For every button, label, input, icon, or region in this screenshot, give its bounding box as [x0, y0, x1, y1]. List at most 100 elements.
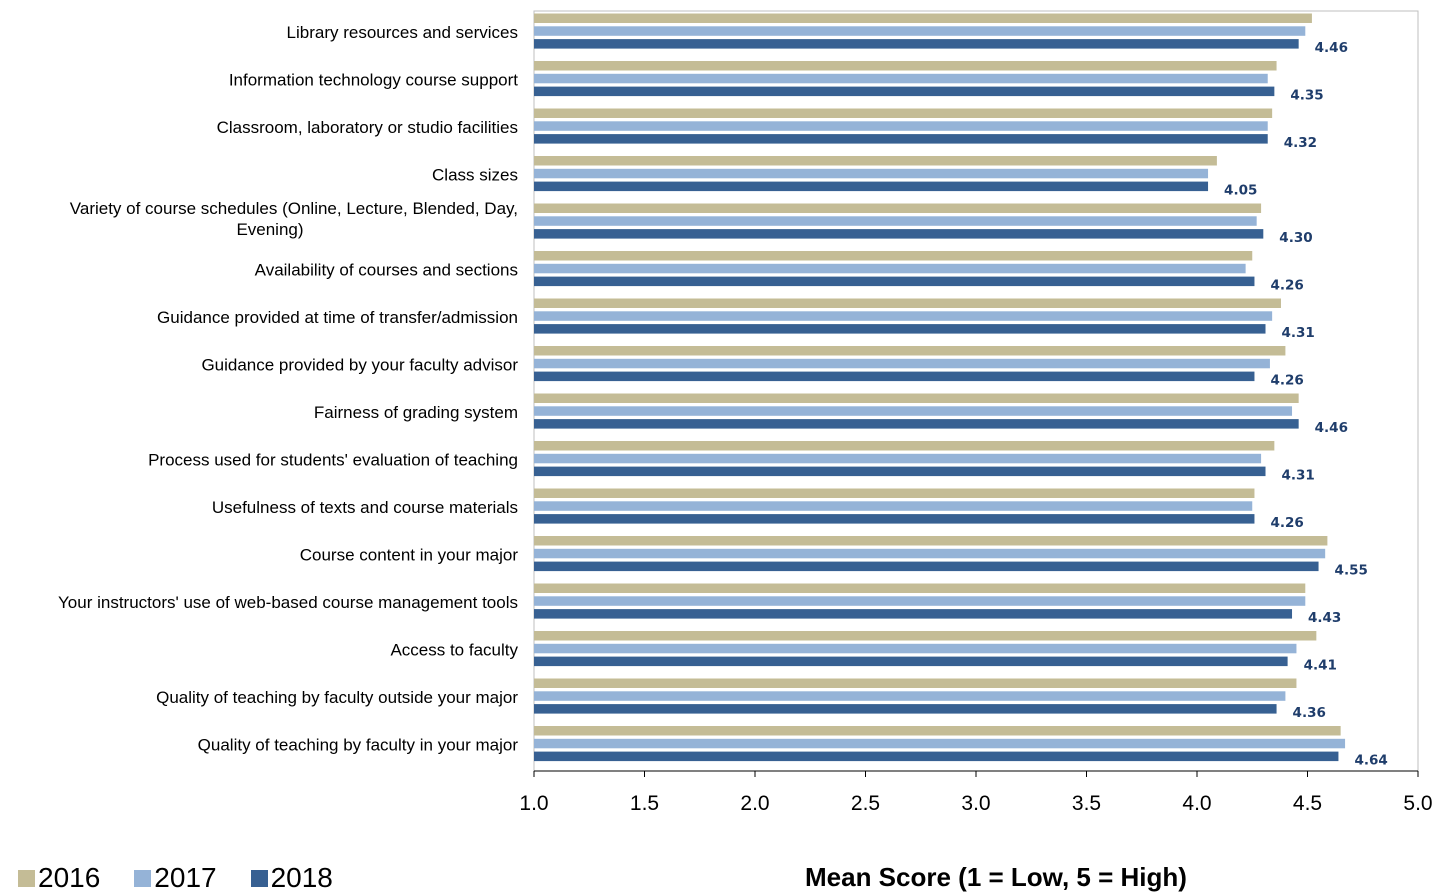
category-label-15: Quality of teaching by faculty outside y…: [156, 688, 518, 707]
bar-2017-3: [534, 121, 1268, 131]
data-label-5: 4.30: [1279, 230, 1312, 246]
bar-2016-14: [534, 631, 1317, 641]
data-label-11: 4.26: [1270, 515, 1303, 531]
bar-2018-11: [534, 514, 1255, 524]
data-label-10: 4.31: [1282, 468, 1315, 484]
category-label-2: Information technology course support: [229, 70, 518, 89]
bar-2018-6: [534, 276, 1255, 287]
x-tick-label-7: 4.0: [1182, 792, 1211, 815]
bar-2017-10: [534, 453, 1262, 464]
bar-2016-13: [534, 583, 1306, 593]
bar-2016-8: [534, 346, 1286, 356]
bar-2017-7: [534, 311, 1273, 321]
category-label-line: Evening): [236, 220, 303, 239]
bar-2016-1: [534, 13, 1312, 23]
category-label-4: Class sizes: [432, 165, 518, 184]
bar-2016-5: [534, 203, 1262, 213]
bar-2018-7: [534, 324, 1266, 334]
bar-2017-2: [534, 73, 1268, 84]
data-label-12: 4.55: [1335, 563, 1368, 579]
bar-2016-9: [534, 393, 1299, 403]
bar-2016-4: [534, 156, 1217, 166]
x-tick-label-8: 4.5: [1293, 792, 1322, 815]
category-label-line: Variety of course schedules (Online, Lec…: [70, 199, 518, 218]
category-label-5: Variety of course schedules (Online, Lec…: [70, 199, 518, 239]
category-label-14: Access to faculty: [390, 640, 518, 659]
legend-swatch-2018: [250, 869, 268, 887]
bar-2016-12: [534, 536, 1328, 546]
bar-2017-4: [534, 168, 1209, 179]
data-label-3: 4.32: [1284, 135, 1317, 151]
data-label-7: 4.31: [1282, 325, 1315, 341]
category-label-11: Usefulness of texts and course materials: [212, 498, 518, 517]
data-label-13: 4.43: [1308, 610, 1341, 626]
category-label-6: Availability of courses and sections: [255, 260, 518, 279]
x-tick-label-9: 5.0: [1403, 792, 1432, 815]
legend-swatch-2017: [134, 869, 152, 887]
legend-item-2017: 2017: [134, 862, 217, 894]
bar-2018-14: [534, 656, 1288, 667]
bar-2017-11: [534, 501, 1253, 511]
legend-item-2016: 2016: [18, 862, 100, 894]
category-label-12: Course content in your major: [300, 545, 519, 564]
data-label-4: 4.05: [1224, 183, 1257, 199]
x-tick-label-5: 3.0: [961, 792, 990, 815]
bar-2018-8: [534, 371, 1255, 382]
legend: 2016 2017 2018: [18, 862, 333, 894]
legend-swatch-2016: [18, 869, 35, 887]
legend-item-2018: 2018: [250, 862, 333, 894]
x-tick-label-2: 1.5: [630, 792, 659, 815]
bar-2018-4: [534, 181, 1209, 192]
category-label-9: Fairness of grading system: [314, 403, 518, 422]
legend-label-2016: 2016: [38, 862, 101, 893]
bar-2017-6: [534, 263, 1246, 274]
bar-2017-8: [534, 358, 1270, 369]
category-label-7: Guidance provided at time of transfer/ad…: [157, 308, 518, 327]
legend-label-2017: 2017: [154, 862, 217, 893]
bar-2017-15: [534, 691, 1286, 701]
category-label-10: Process used for students' evaluation of…: [148, 450, 518, 469]
data-label-1: 4.46: [1315, 40, 1348, 56]
category-label-3: Classroom, laboratory or studio faciliti…: [217, 118, 518, 137]
bar-2017-5: [534, 216, 1257, 226]
bar-2017-14: [534, 643, 1297, 654]
bar-2016-2: [534, 61, 1277, 71]
bar-2018-13: [534, 609, 1293, 619]
bar-2017-13: [534, 596, 1306, 606]
bar-2016-11: [534, 488, 1255, 498]
bar-2018-12: [534, 561, 1319, 572]
category-label-13: Your instructors' use of web-based cours…: [58, 593, 518, 612]
bar-2017-12: [534, 548, 1326, 559]
data-label-9: 4.46: [1315, 420, 1348, 436]
x-tick-label-1: 1.0: [519, 792, 548, 815]
data-label-15: 4.36: [1293, 705, 1326, 721]
data-label-8: 4.26: [1270, 373, 1303, 389]
data-label-16: 4.64: [1354, 753, 1387, 769]
bar-2018-5: [534, 229, 1264, 239]
bar-2018-3: [534, 134, 1268, 144]
bar-2016-7: [534, 298, 1281, 308]
bar-2016-16: [534, 726, 1341, 736]
bar-2018-15: [534, 704, 1277, 714]
bar-2016-6: [534, 251, 1253, 261]
bar-2017-16: [534, 738, 1346, 749]
legend-label-2018: 2018: [270, 862, 333, 893]
data-label-14: 4.41: [1304, 658, 1337, 674]
category-label-8: Guidance provided by your faculty adviso…: [201, 355, 518, 374]
x-tick-label-4: 2.5: [851, 792, 880, 815]
bar-2017-1: [534, 26, 1306, 36]
bar-2017-9: [534, 406, 1293, 416]
x-tick-label-6: 3.5: [1072, 792, 1101, 815]
category-label-1: Library resources and services: [287, 23, 518, 42]
bar-2016-3: [534, 108, 1273, 118]
bar-2018-2: [534, 86, 1275, 97]
bar-2018-10: [534, 466, 1266, 477]
bar-2018-1: [534, 39, 1299, 49]
bar-2016-15: [534, 678, 1297, 688]
bar-2018-16: [534, 751, 1339, 762]
bar-2016-10: [534, 441, 1275, 451]
bar-2018-9: [534, 419, 1299, 429]
category-label-16: Quality of teaching by faculty in your m…: [198, 735, 519, 754]
data-label-2: 4.35: [1290, 88, 1323, 104]
x-tick-label-3: 2.0: [740, 792, 769, 815]
